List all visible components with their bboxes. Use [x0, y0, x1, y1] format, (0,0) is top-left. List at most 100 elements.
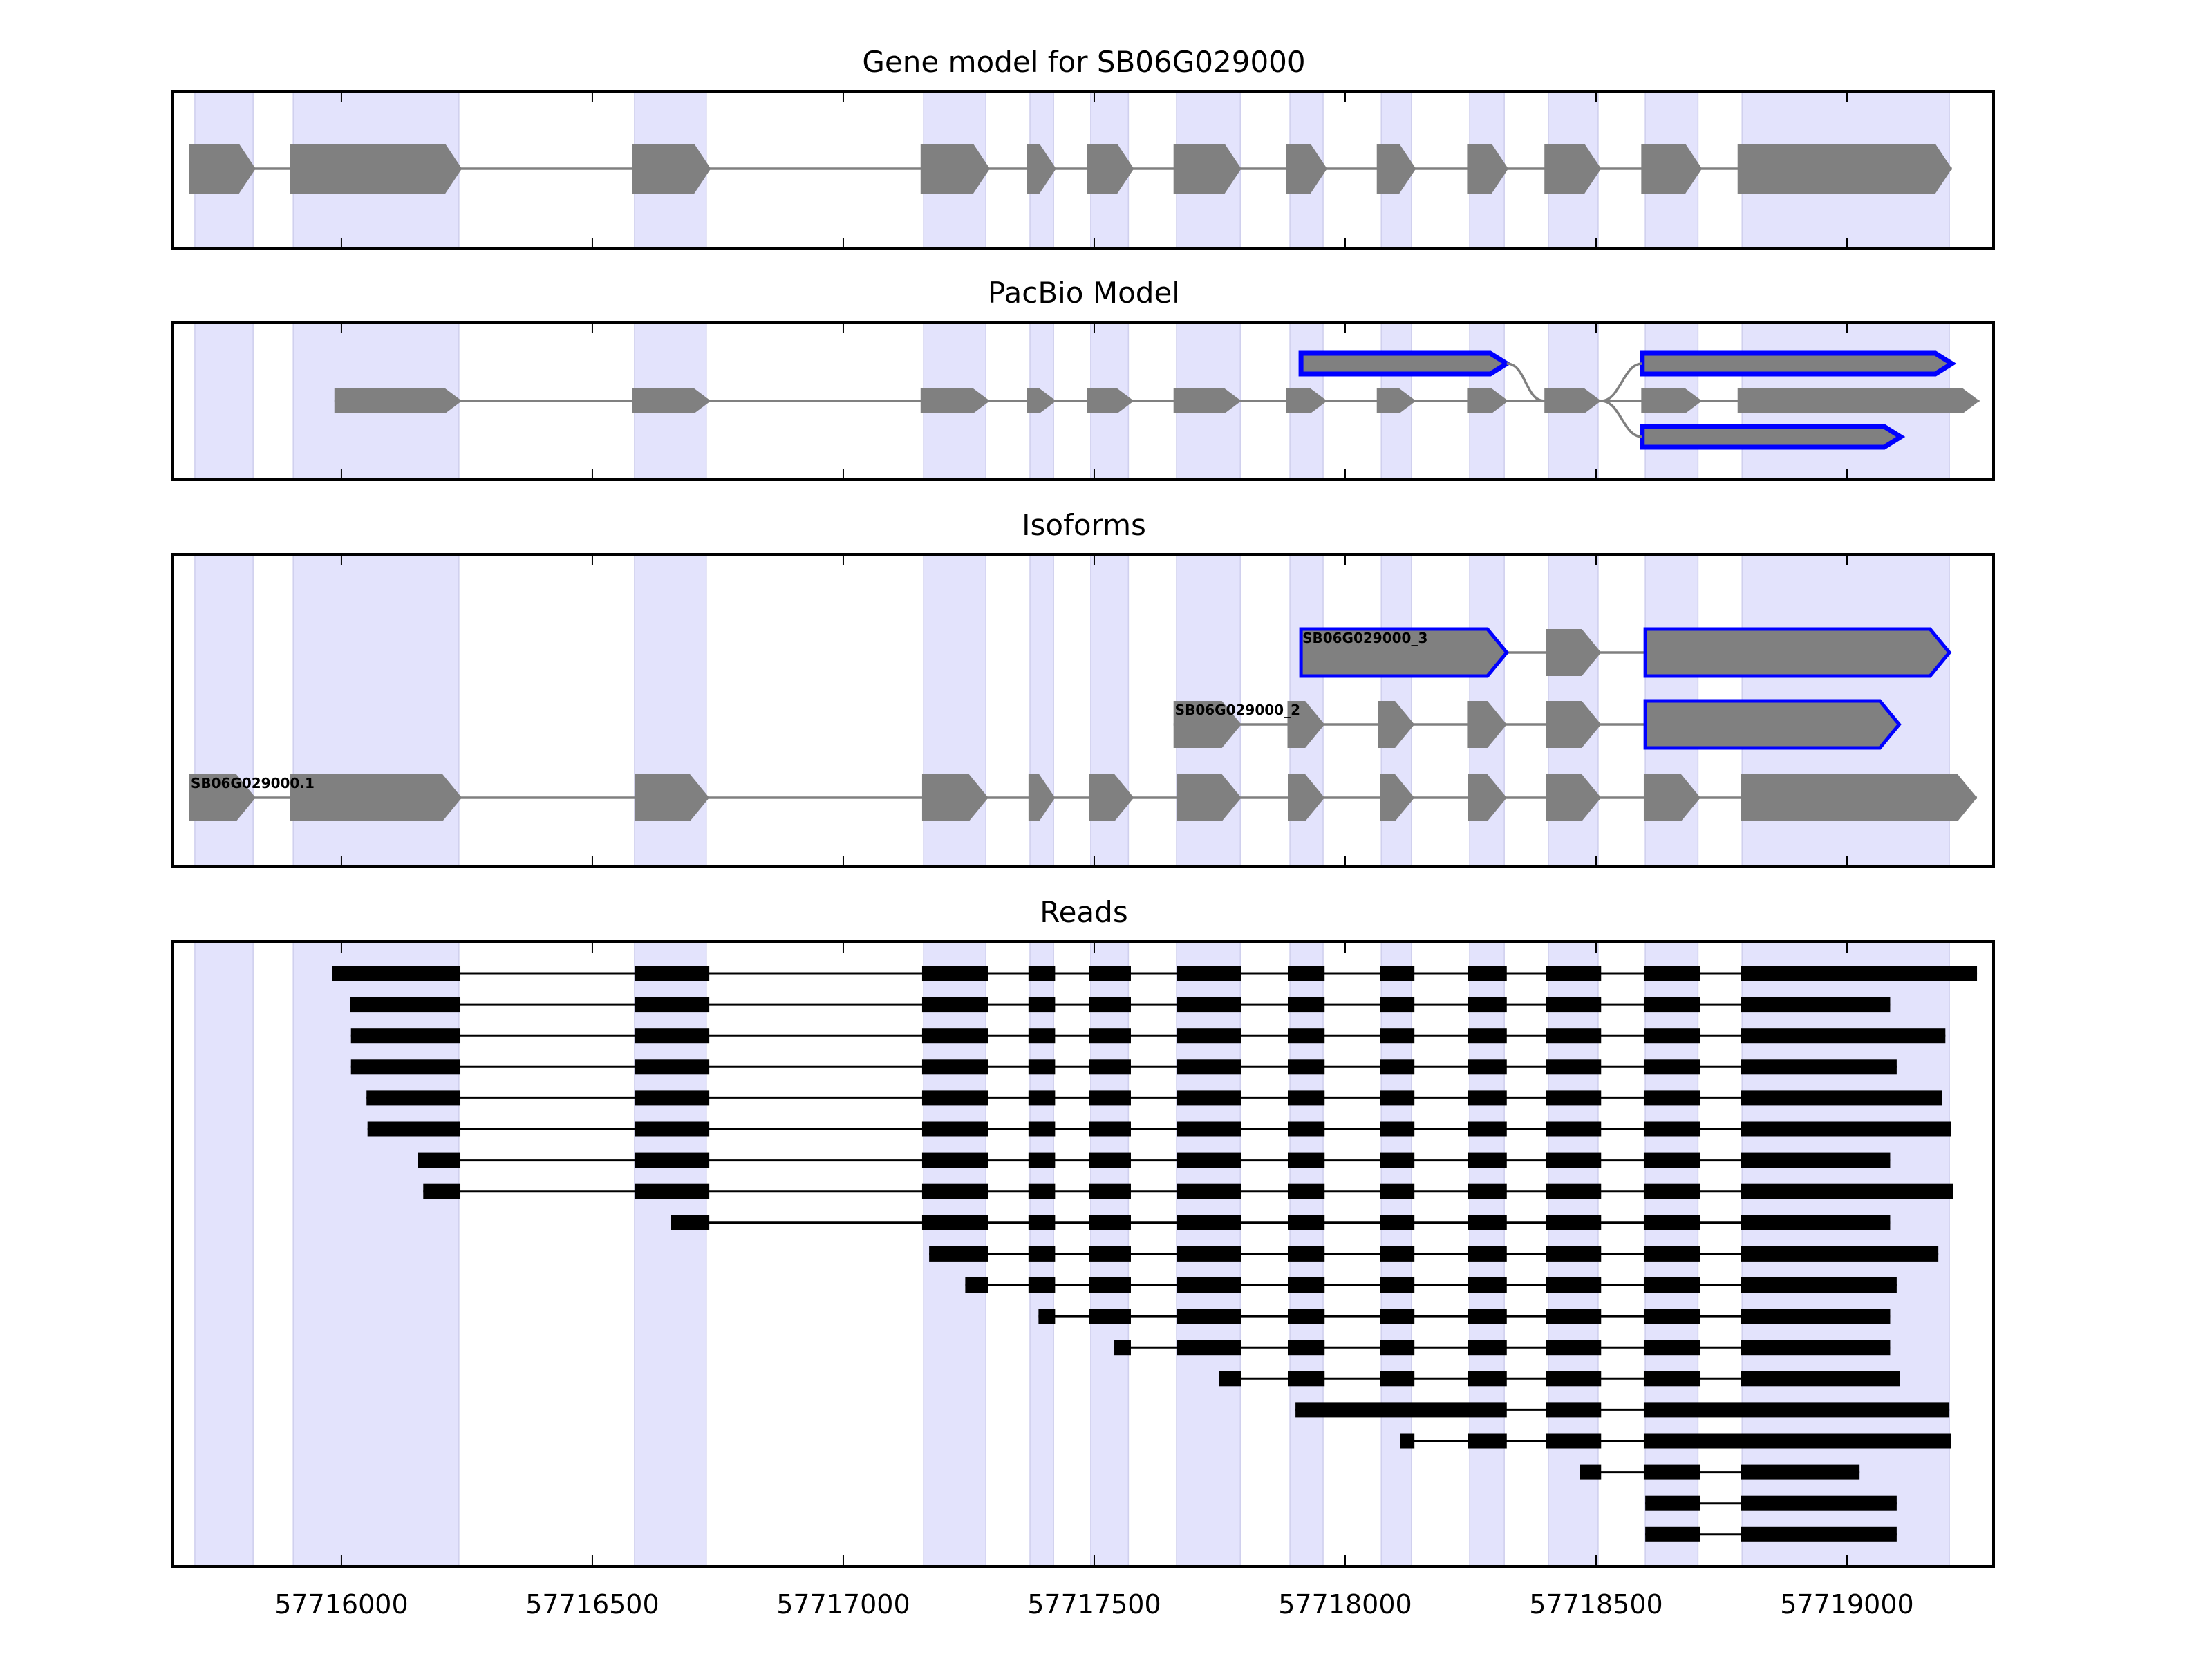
- read-block: [1288, 1183, 1325, 1199]
- read-block: [1380, 1090, 1415, 1106]
- read-block: [1288, 1371, 1325, 1387]
- exon: [1468, 774, 1507, 821]
- read-block: [418, 1152, 461, 1168]
- exon: [632, 144, 711, 194]
- shaded-exon-region: [194, 941, 254, 1567]
- read-row: [1219, 1371, 1900, 1387]
- read-row: [418, 1152, 1891, 1168]
- read-row: [1580, 1464, 1860, 1480]
- read-block: [1089, 1309, 1131, 1324]
- read-block: [1468, 1433, 1507, 1449]
- exon: [1641, 388, 1703, 413]
- read-block: [1546, 966, 1602, 981]
- x-tick-label: 57716000: [274, 1589, 408, 1620]
- read-block: [1219, 1371, 1241, 1387]
- read-block: [921, 1121, 988, 1137]
- read-row: [671, 1215, 1891, 1230]
- read-block: [1643, 1402, 1950, 1418]
- read-row: [965, 1277, 1897, 1293]
- read-block: [1643, 1059, 1701, 1075]
- read-block: [1288, 1121, 1325, 1137]
- read-block: [1177, 1121, 1241, 1137]
- exon: [1546, 774, 1602, 821]
- read-block: [1546, 1121, 1602, 1137]
- panel-title-pacbio: PacBio Model: [988, 276, 1180, 310]
- read-block: [1380, 1059, 1415, 1075]
- read-block: [1468, 997, 1507, 1013]
- read-block: [1741, 1371, 1900, 1387]
- read-block: [1645, 1526, 1701, 1542]
- read-row: [1645, 1526, 1897, 1542]
- read-block: [1741, 1183, 1953, 1199]
- read-block: [1643, 1309, 1701, 1324]
- read-block: [1380, 1246, 1415, 1262]
- read-block: [1089, 1059, 1131, 1075]
- read-block: [1468, 1090, 1507, 1106]
- read-block: [1288, 1028, 1325, 1044]
- exon: [920, 144, 990, 194]
- read-block: [1380, 1340, 1415, 1356]
- read-block: [1546, 1402, 1602, 1418]
- read-block: [921, 1183, 988, 1199]
- read-block: [350, 1059, 461, 1075]
- read-block: [1288, 1090, 1325, 1106]
- exon: [189, 774, 256, 821]
- read-block: [1089, 1152, 1131, 1168]
- read-block: [1288, 1246, 1325, 1262]
- read-row: [367, 1121, 1951, 1137]
- panel-title-isoforms: Isoforms: [1022, 508, 1146, 542]
- read-block: [634, 966, 710, 981]
- exon: [1467, 701, 1507, 748]
- highlighted-exon: [1640, 350, 1957, 377]
- exon: [1287, 701, 1325, 748]
- read-block: [1741, 1090, 1942, 1106]
- read-block: [1468, 1152, 1507, 1168]
- read-block: [1380, 1028, 1415, 1044]
- read-block: [1380, 1215, 1415, 1230]
- exon: [189, 144, 256, 194]
- x-tick-label: 57718000: [1278, 1589, 1412, 1620]
- axes-frame: [171, 940, 1995, 1568]
- read-block: [671, 1215, 710, 1230]
- read-block: [350, 1028, 461, 1044]
- isoform-label: SB06G029000_2: [1175, 702, 1300, 718]
- exon: [1087, 144, 1134, 194]
- read-block: [1643, 1246, 1701, 1262]
- read-block: [1741, 1246, 1939, 1262]
- exon: [1546, 629, 1602, 676]
- read-block: [1177, 1059, 1241, 1075]
- read-block: [1643, 1152, 1701, 1168]
- exon: [1378, 701, 1415, 748]
- read-block: [1741, 1059, 1897, 1075]
- exon: [1028, 774, 1056, 821]
- read-block: [1380, 997, 1415, 1013]
- read-block: [1741, 966, 1978, 981]
- read-block: [1177, 997, 1241, 1013]
- read-block: [1643, 1433, 1951, 1449]
- read-block: [1089, 1028, 1131, 1044]
- read-row: [423, 1183, 1953, 1199]
- isoform-label: SB06G029000_3: [1302, 630, 1427, 646]
- read-block: [1741, 1152, 1891, 1168]
- read-row: [1400, 1433, 1951, 1449]
- read-block: [1741, 1277, 1897, 1293]
- read-block: [1643, 1028, 1701, 1044]
- read-block: [1288, 1340, 1325, 1356]
- x-tick-label: 57717000: [776, 1589, 910, 1620]
- read-block: [1028, 1215, 1056, 1230]
- shaded-exon-region: [292, 941, 460, 1567]
- read-block: [350, 997, 461, 1013]
- read-block: [1177, 1246, 1241, 1262]
- exon: [334, 388, 462, 413]
- highlighted-exon: [1640, 424, 1906, 450]
- read-block: [1546, 1028, 1602, 1044]
- read-block: [1028, 1028, 1056, 1044]
- read-block: [921, 1059, 988, 1075]
- exon: [1286, 388, 1327, 413]
- exon: [1741, 774, 1978, 821]
- read-block: [1028, 1059, 1056, 1075]
- read-block: [1114, 1340, 1131, 1356]
- read-block: [1468, 966, 1507, 981]
- read-block: [1380, 1371, 1415, 1387]
- read-block: [1468, 1059, 1507, 1075]
